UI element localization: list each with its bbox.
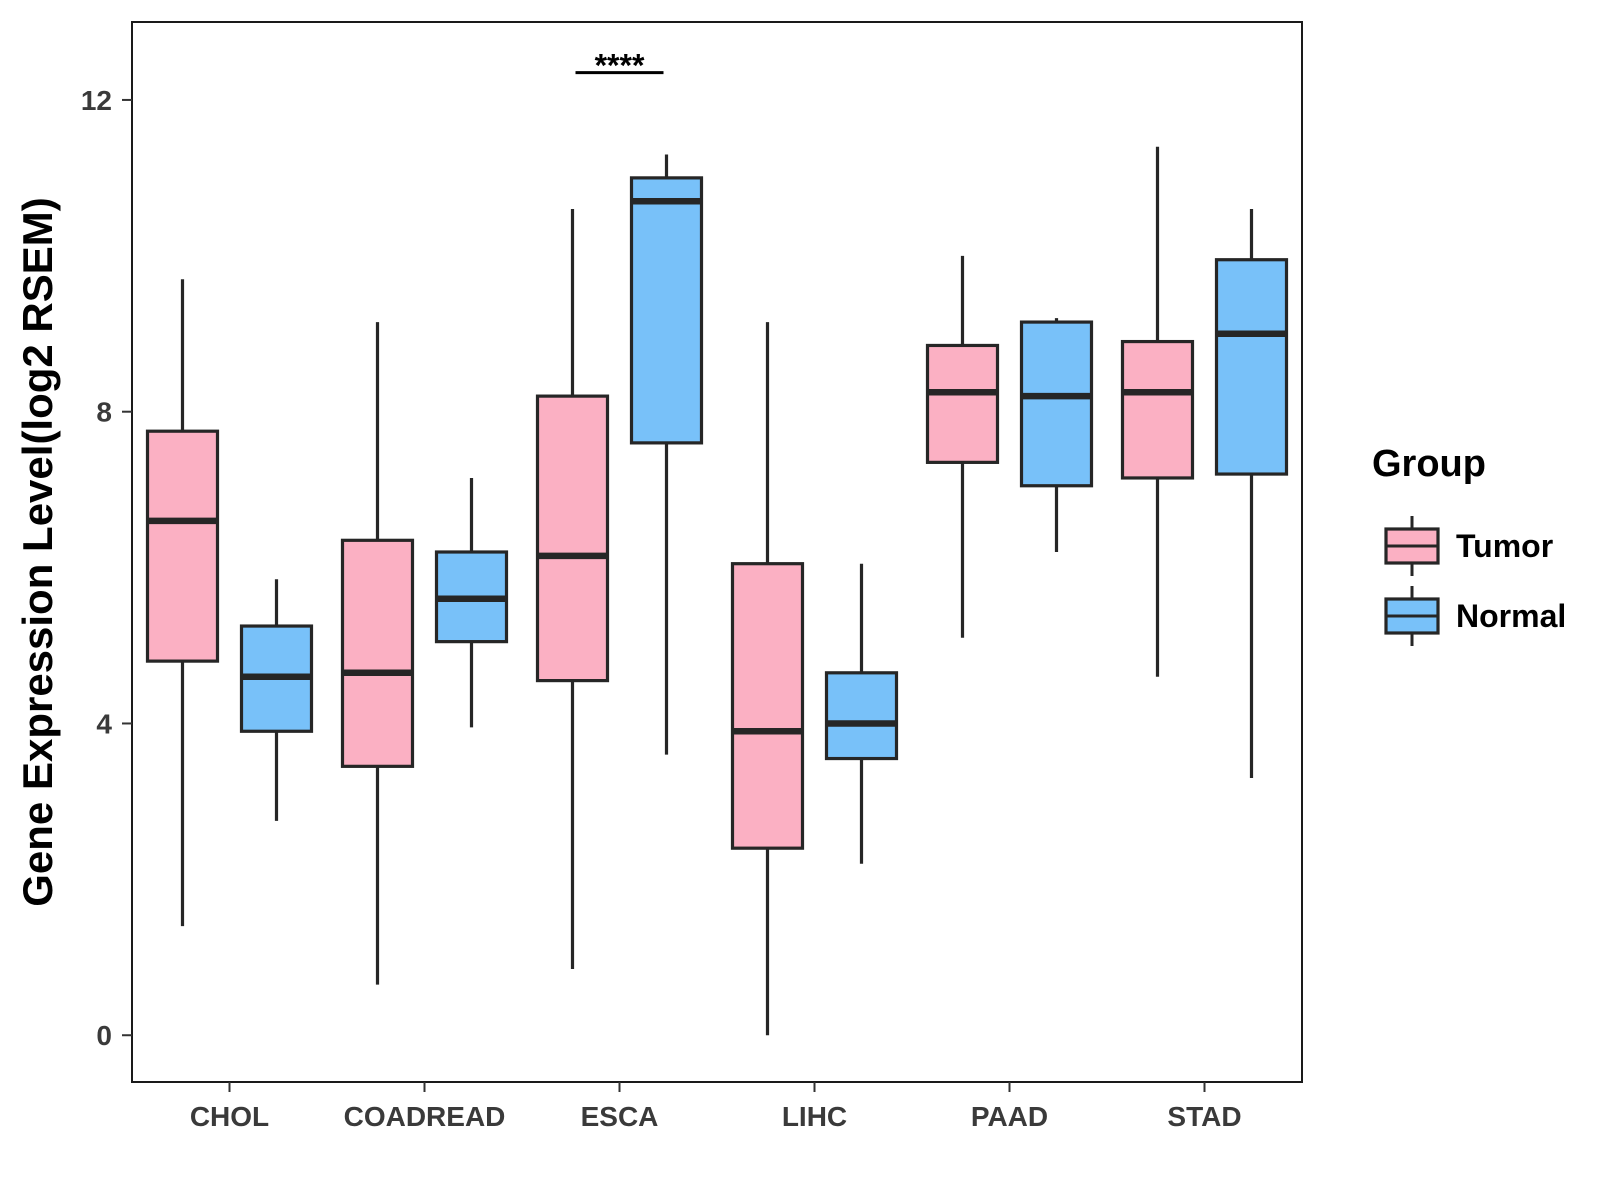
legend-label: Normal — [1456, 598, 1566, 634]
legend-label: Tumor — [1456, 528, 1553, 564]
box-tumor-chol — [145, 279, 220, 927]
legend-item-tumor: Tumor — [1384, 516, 1553, 576]
box-iqr — [1019, 320, 1094, 488]
box-normal-lihc — [824, 563, 899, 864]
y-tick-label: 0 — [96, 1020, 112, 1051]
box-iqr — [730, 562, 805, 850]
box-tumor-paad — [925, 255, 1000, 638]
box-iqr — [1120, 339, 1195, 480]
box-normal-stad — [1214, 209, 1289, 779]
legend-title: Group — [1372, 443, 1486, 485]
box-tumor-lihc — [730, 322, 805, 1036]
box-iqr — [925, 343, 1000, 464]
boxes-layer — [145, 146, 1289, 1036]
significance-label: **** — [595, 48, 645, 84]
x-tick-label: PAAD — [971, 1101, 1048, 1132]
box-iqr — [145, 429, 220, 663]
box-iqr — [824, 671, 899, 761]
box-normal-chol — [239, 579, 314, 821]
legend: Group Tumor Normal — [1372, 443, 1566, 646]
x-tick-label: CHOL — [190, 1101, 269, 1132]
y-tick-label: 12 — [81, 85, 112, 116]
box-normal-paad — [1019, 318, 1094, 552]
x-tick-label: LIHC — [782, 1101, 847, 1132]
legend-item-normal: Normal — [1384, 586, 1566, 646]
box-normal-coadread — [434, 477, 509, 728]
box-iqr — [1214, 258, 1289, 476]
x-tick-label: STAD — [1167, 1101, 1241, 1132]
y-tick-label: 8 — [96, 397, 112, 428]
y-axis-title: Gene Expression Level(log2 RSEM) — [14, 197, 61, 907]
box-iqr — [340, 538, 415, 768]
axis-ticks-layer: 0 4 8 12 CHOL COADREAD ESCA LIHC PAAD STAD — [81, 85, 1242, 1132]
box-iqr — [535, 394, 610, 683]
box-normal-esca — [629, 154, 704, 755]
box-tumor-coadread — [340, 322, 415, 985]
box-tumor-stad — [1120, 146, 1195, 677]
box-iqr — [629, 176, 704, 445]
x-tick-label: ESCA — [581, 1101, 659, 1132]
plot-panel-border — [131, 21, 1303, 1083]
x-tick-label: COADREAD — [344, 1101, 506, 1132]
y-tick-label: 4 — [96, 708, 112, 739]
box-tumor-esca — [535, 209, 610, 969]
annotation-layer: **** — [575, 48, 664, 84]
